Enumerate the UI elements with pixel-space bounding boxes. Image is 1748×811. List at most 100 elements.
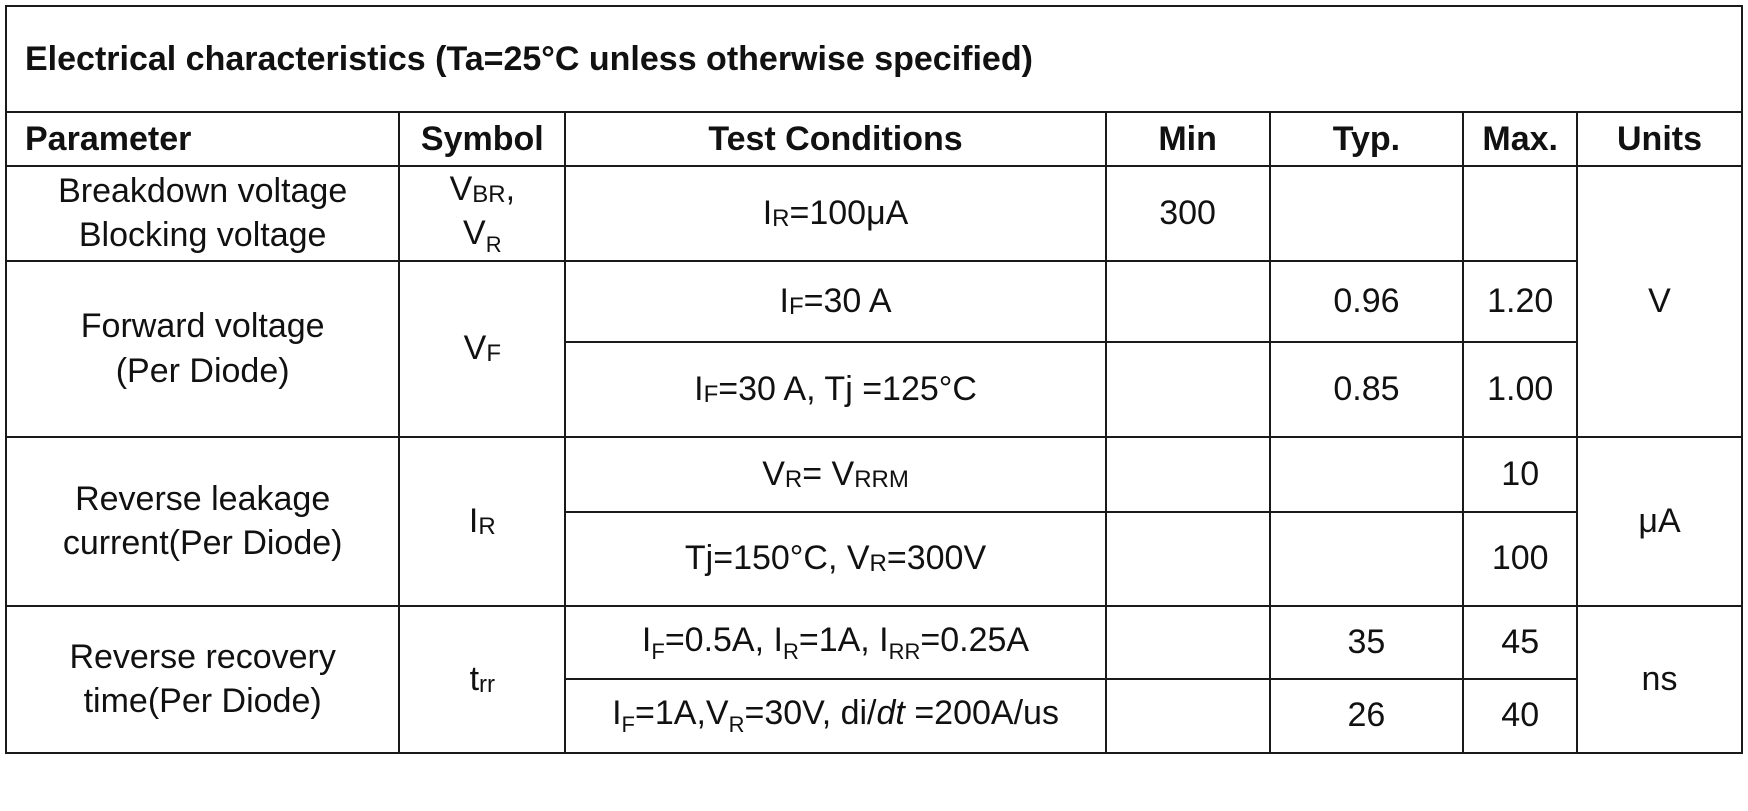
- min-forward-2: [1104, 340, 1271, 438]
- condition-forward-2-sub: F: [703, 380, 719, 408]
- condition-leakage-1-b-sub: RRM: [854, 465, 909, 493]
- max-breakdown: [1462, 165, 1579, 262]
- condition-forward-1-tail: =30 A: [803, 281, 892, 320]
- param-forward-line1: Forward voltage: [80, 307, 325, 346]
- electrical-characteristics-table: Electrical characteristics (Ta=25°C unle…: [4, 5, 1743, 754]
- symbol-vr-main: V: [463, 214, 486, 253]
- header-symbol: Symbol: [398, 111, 567, 167]
- table-row-recovery-2: IF=1A,VR=30V, di/dt =200A/us 26 40: [6, 677, 1742, 754]
- symbol-vr: VR: [408, 211, 556, 258]
- symbol-leakage: IR: [398, 435, 567, 607]
- header-min: Min: [1104, 111, 1271, 167]
- symbol-forward: VF: [398, 259, 567, 438]
- symbol-vbr-sub: BR: [472, 181, 506, 208]
- header-row: Parameter Symbol Test Conditions Min Typ…: [4, 111, 1743, 167]
- header-parameter: Parameter: [4, 111, 401, 167]
- condition-recovery-1-p3: =1A, I: [798, 620, 889, 659]
- table-row-leakage-1: Reverse leakage current(Per Diode) IR VR…: [4, 435, 1743, 607]
- condition-breakdown: IR=100μA: [564, 165, 1107, 262]
- header-test-conditions: Test Conditions: [564, 111, 1107, 167]
- condition-recovery-1-s2: R: [782, 638, 799, 664]
- param-recovery-line1: Reverse recovery: [69, 637, 336, 676]
- param-forward: Forward voltage (Per Diode): [4, 259, 401, 438]
- condition-recovery-1-s1: F: [651, 638, 665, 664]
- condition-leakage-1-b: = V: [802, 454, 855, 493]
- condition-forward-1: IF=30 A: [564, 259, 1107, 343]
- typ-leakage-1: [1268, 435, 1465, 513]
- max-leakage-2: 100: [1462, 510, 1579, 607]
- header-units: Units: [1576, 111, 1743, 167]
- typ-recovery-2: 26: [1268, 677, 1465, 754]
- condition-recovery-2-p4: =200A/us: [904, 694, 1059, 733]
- header-max: Max.: [1462, 111, 1579, 167]
- electrical-characteristics-table-container: Electrical characteristics (Ta=25°C unle…: [4, 5, 1743, 754]
- param-breakdown: Breakdown voltage Blocking voltage: [4, 165, 401, 262]
- symbol-vf-main: V: [463, 329, 487, 368]
- condition-recovery-2-p1: I: [612, 694, 622, 733]
- condition-recovery-2-p3: =30V, di/: [744, 694, 877, 733]
- symbol-ir-sub: R: [478, 512, 496, 540]
- param-recovery: Reverse recovery time(Per Diode): [4, 604, 401, 754]
- param-breakdown-line2: Blocking voltage: [78, 216, 327, 255]
- symbol-vbr-main: V: [449, 170, 473, 208]
- symbol-trr-main: t: [469, 659, 480, 698]
- condition-leakage-2-a-sub: R: [869, 550, 887, 578]
- condition-leakage-1-a: V: [762, 454, 785, 493]
- typ-forward-2: 0.85: [1268, 340, 1465, 438]
- condition-breakdown-main: I: [762, 194, 773, 233]
- condition-leakage-2: Tj=150°C, VR=300V: [564, 510, 1107, 607]
- symbol-vbr-tail: ,: [505, 170, 516, 208]
- min-forward-1: [1104, 259, 1271, 343]
- symbol-vr-sub: R: [485, 231, 502, 257]
- typ-breakdown: [1268, 165, 1465, 262]
- condition-recovery-2-p2: =1A,V: [635, 694, 729, 733]
- table-row-leakage-2: Tj=150°C, VR=300V 100: [6, 510, 1742, 607]
- param-forward-line2: (Per Diode): [115, 351, 290, 390]
- table-row-forward-2: IF=30 A, Tj =125°C 0.85 1.00: [6, 340, 1742, 438]
- symbol-recovery: trr: [398, 604, 567, 754]
- condition-recovery-1-s3: RR: [888, 638, 921, 664]
- condition-forward-2-main: I: [694, 369, 704, 408]
- condition-forward-2: IF=30 A, Tj =125°C: [564, 340, 1107, 438]
- param-recovery-line2: time(Per Diode): [83, 682, 322, 721]
- condition-leakage-1: VR= VRRM: [564, 435, 1107, 513]
- table-row-forward-1: Forward voltage (Per Diode) VF IF=30 A 0…: [4, 259, 1742, 438]
- condition-recovery-1-p1: I: [641, 620, 652, 659]
- condition-leakage-2-b: =300V: [886, 539, 987, 578]
- symbol-vbr: VBR,: [408, 168, 556, 211]
- units-nanosec: ns: [1576, 604, 1743, 754]
- symbol-vf-sub: F: [486, 340, 501, 368]
- table-title: Electrical characteristics (Ta=25°C unle…: [5, 5, 1743, 113]
- condition-recovery-1-p2: =0.5A, I: [664, 620, 783, 659]
- condition-forward-1-sub: F: [788, 292, 804, 320]
- condition-forward-2-tail: =30 A, Tj =125°C: [718, 369, 977, 408]
- table-title-row: Electrical characteristics (Ta=25°C unle…: [5, 5, 1743, 113]
- min-breakdown: 300: [1104, 165, 1271, 262]
- symbol-breakdown: VBR, VR: [398, 165, 567, 262]
- table-row-breakdown: Breakdown voltage Blocking voltage VBR, …: [4, 165, 1743, 438]
- max-leakage-1: 10: [1462, 435, 1579, 513]
- param-breakdown-line1: Breakdown voltage: [58, 172, 348, 211]
- max-forward-1: 1.20: [1462, 259, 1579, 343]
- max-recovery-2: 40: [1462, 677, 1579, 754]
- param-leakage: Reverse leakage current(Per Diode): [4, 435, 401, 607]
- param-leakage-line2: current(Per Diode): [62, 524, 343, 563]
- typ-leakage-2: [1268, 510, 1465, 607]
- condition-recovery-1: IF=0.5A, IR=1A, IRR=0.25A: [564, 604, 1107, 680]
- table-row-recovery-1: Reverse recovery time(Per Diode) trr IF=…: [4, 604, 1743, 754]
- condition-recovery-2-italic: dt: [876, 694, 905, 733]
- typ-recovery-1: 35: [1268, 604, 1465, 680]
- condition-leakage-1-a-sub: R: [784, 465, 803, 493]
- condition-recovery-1-p4: =0.25A: [920, 620, 1030, 659]
- condition-recovery-2: IF=1A,VR=30V, di/dt =200A/us: [564, 677, 1107, 754]
- units-volt: V: [1576, 165, 1743, 438]
- condition-recovery-2-s1: F: [621, 712, 635, 738]
- condition-leakage-2-a: Tj=150°C, V: [684, 539, 870, 578]
- min-leakage-2: [1104, 510, 1271, 607]
- typ-forward-1: 0.96: [1268, 259, 1465, 343]
- condition-recovery-2-s2: R: [728, 712, 745, 738]
- header-typ: Typ.: [1268, 111, 1465, 167]
- param-leakage-line1: Reverse leakage: [75, 479, 331, 518]
- min-recovery-2: [1104, 677, 1271, 754]
- min-leakage-1: [1104, 435, 1271, 513]
